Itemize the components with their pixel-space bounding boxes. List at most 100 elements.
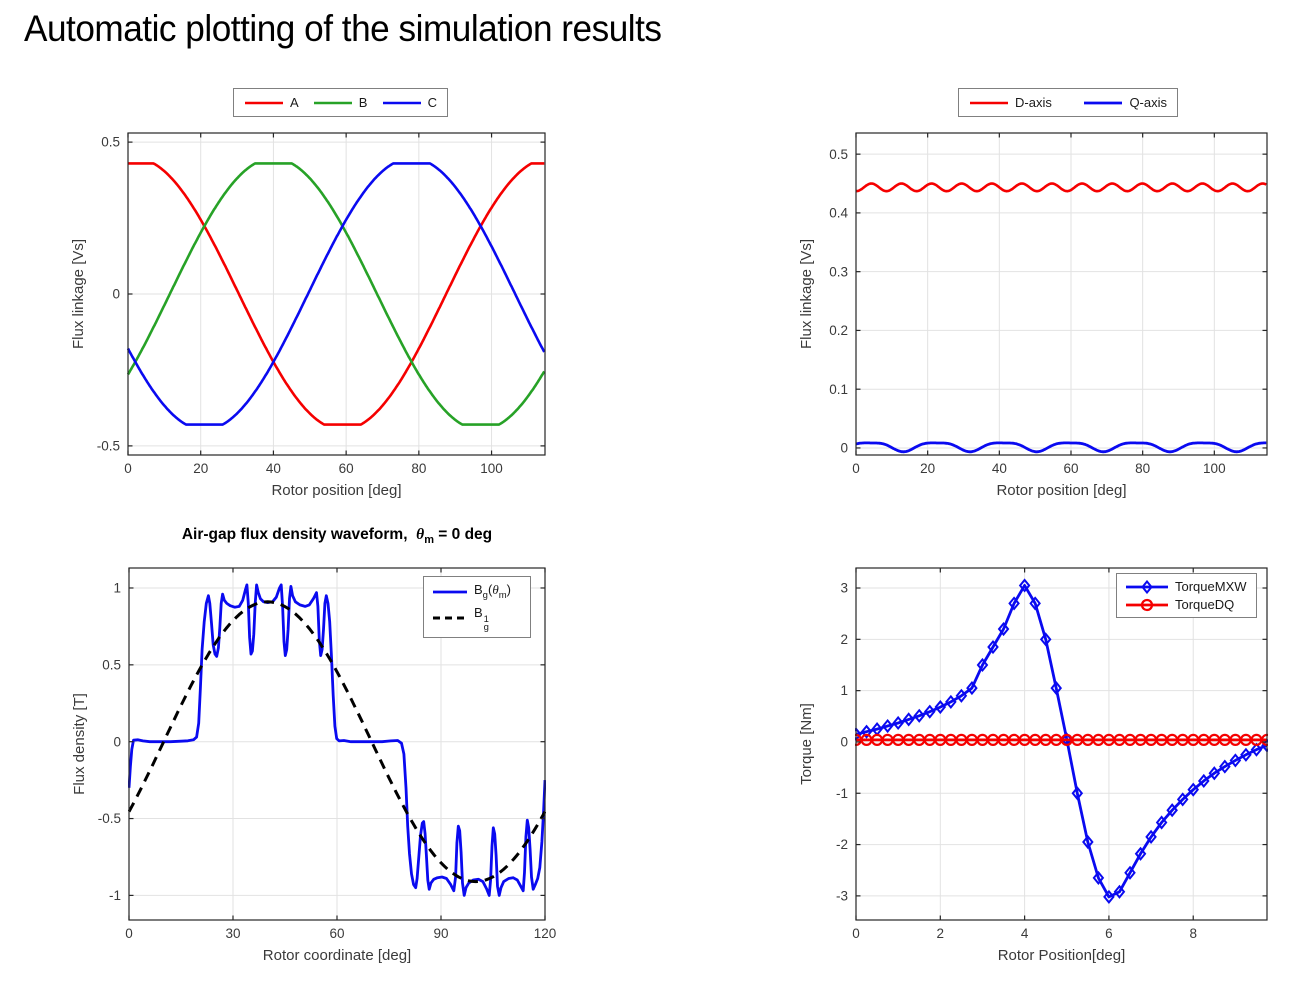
x-tick-label: 40 xyxy=(266,461,281,476)
diamond-marker-icon xyxy=(1018,578,1031,593)
y-tick-label: 0.5 xyxy=(102,657,121,672)
legend-dq-flux: D-axis Q-axis xyxy=(958,88,1178,117)
x-tick-label: 4 xyxy=(1021,926,1029,941)
diamond-marker-icon xyxy=(966,680,978,696)
legend-label-torquemxw: TorqueMXW xyxy=(1175,579,1247,594)
legend-label-qaxis: Q-axis xyxy=(1129,95,1167,110)
legend-swatch-svg xyxy=(1126,579,1168,594)
plot-area xyxy=(855,578,1268,904)
legend-torque: TorqueMXW TorqueDQ xyxy=(1116,573,1257,618)
series-line-B xyxy=(127,162,546,426)
diamond-marker-icon xyxy=(1082,834,1094,850)
legend-item-c: C xyxy=(382,95,437,110)
x-tick-label: 0 xyxy=(852,926,860,941)
legend-label-daxis: D-axis xyxy=(1015,95,1052,110)
theta-symbol: θ xyxy=(416,526,425,543)
series-line-Bg(theta_m) xyxy=(128,583,546,897)
legend-line-bg-icon xyxy=(432,585,468,599)
series-line-TorqueMXW xyxy=(855,584,1268,899)
legend-label-b: B xyxy=(358,95,368,110)
x-tick-label: 30 xyxy=(225,926,240,941)
diamond-marker-icon xyxy=(945,694,957,710)
airgap-title-value: = 0 deg xyxy=(438,526,493,543)
y-tick-label: 0 xyxy=(113,734,121,749)
y-axis-label: Flux density [T] xyxy=(71,693,88,795)
x-tick-label: 60 xyxy=(1063,461,1078,476)
legend-line-b-icon xyxy=(313,96,353,110)
series-line-Q-axis xyxy=(855,441,1267,454)
legend-line-daxis-icon xyxy=(969,96,1009,110)
diamond-marker-icon xyxy=(1124,865,1136,880)
x-tick-label: 80 xyxy=(411,461,426,476)
x-axis-label: Rotor position [deg] xyxy=(996,482,1126,499)
legend-label-bg: Bg(θm) xyxy=(474,582,511,602)
x-tick-label: 20 xyxy=(920,461,935,476)
x-axis-label: Rotor coordinate [deg] xyxy=(263,947,411,964)
diamond-marker-icon xyxy=(881,718,894,734)
x-tick-label: 120 xyxy=(534,926,557,941)
x-tick-label: 100 xyxy=(480,461,503,476)
diamond-marker-icon xyxy=(892,715,904,731)
diamond-marker-icon xyxy=(902,712,915,727)
diamond-marker-icon xyxy=(923,704,936,719)
legend-swatch-svg xyxy=(1084,101,1123,104)
y-tick-label: -1 xyxy=(836,786,848,801)
axes-box xyxy=(855,132,1268,456)
diamond-marker-icon xyxy=(1134,846,1147,861)
x-tick-label: 90 xyxy=(433,926,448,941)
diamond-marker-icon xyxy=(1008,596,1020,611)
legend-label-a: A xyxy=(290,95,299,110)
x-tick-label: 0 xyxy=(124,461,132,476)
plot-area xyxy=(128,583,546,897)
diamond-marker-icon xyxy=(1197,773,1210,789)
x-tick-label: 6 xyxy=(1105,926,1113,941)
y-tick-label: 0.5 xyxy=(829,147,848,162)
plot-area xyxy=(127,162,546,426)
y-tick-label: -0.5 xyxy=(98,811,121,826)
diamond-marker-icon xyxy=(1092,870,1105,886)
x-tick-label: 80 xyxy=(1135,461,1150,476)
legend-phase-flux: A B C xyxy=(233,88,448,117)
diamond-marker-icon xyxy=(1071,786,1084,801)
diamond-marker-icon xyxy=(1176,792,1189,807)
dq-flux-plot: 0 20 40 60 80 100 0 0.1 0.2 0.3 0.4 0.5 Rotor positi… xyxy=(798,132,1268,499)
figure-title: Automatic plotting of the simulation res… xyxy=(24,8,662,49)
x-tick-label: 60 xyxy=(329,926,344,941)
x-tick-label: 8 xyxy=(1189,926,1197,941)
airgap-title-text: Air-gap flux density waveform, xyxy=(181,526,408,543)
legend-label-torquedq: TorqueDQ xyxy=(1175,597,1235,612)
legend-line-torquedq-icon xyxy=(1125,598,1169,612)
y-tick-label: 2 xyxy=(840,632,848,647)
axes-box xyxy=(855,567,1268,921)
plot-area xyxy=(855,182,1267,454)
diamond-marker-icon xyxy=(1240,747,1252,762)
legend-swatch-svg xyxy=(382,101,421,104)
legend-line-a-icon xyxy=(244,96,284,110)
diamond-marker-icon xyxy=(976,657,989,673)
y-tick-label: -0.5 xyxy=(97,438,120,453)
legend-line-torquemxw-icon xyxy=(1125,579,1169,594)
legend-item-torquedq: TorqueDQ xyxy=(1125,597,1234,612)
legend-swatch-svg xyxy=(245,101,283,104)
y-tick-label: 0 xyxy=(840,441,848,456)
diamond-marker-icon xyxy=(1113,884,1126,899)
y-tick-label: 0 xyxy=(840,735,848,750)
y-tick-label: 1 xyxy=(113,581,121,596)
diamond-marker-icon xyxy=(1219,759,1231,774)
phase-flux-plot: 0 20 40 60 80 100 -0.5 0 0.5 Rotor position [deg]… xyxy=(70,132,546,499)
diamond-marker-icon xyxy=(1155,815,1168,830)
legend-line-qaxis-icon xyxy=(1083,96,1123,110)
legend-swatch-svg xyxy=(433,590,467,594)
y-tick-label: -2 xyxy=(836,837,848,852)
diamond-marker-icon xyxy=(913,708,926,723)
diamond-marker-icon xyxy=(1141,579,1153,594)
y-axis-label: Flux linkage [Vs] xyxy=(70,239,87,349)
legend-line-c-icon xyxy=(382,96,422,110)
diamond-marker-icon xyxy=(1166,803,1178,818)
diamond-marker-icon xyxy=(1250,742,1263,757)
y-tick-label: 0 xyxy=(112,287,120,302)
x-tick-label: 0 xyxy=(125,926,133,941)
y-tick-label: 0.2 xyxy=(829,323,848,338)
